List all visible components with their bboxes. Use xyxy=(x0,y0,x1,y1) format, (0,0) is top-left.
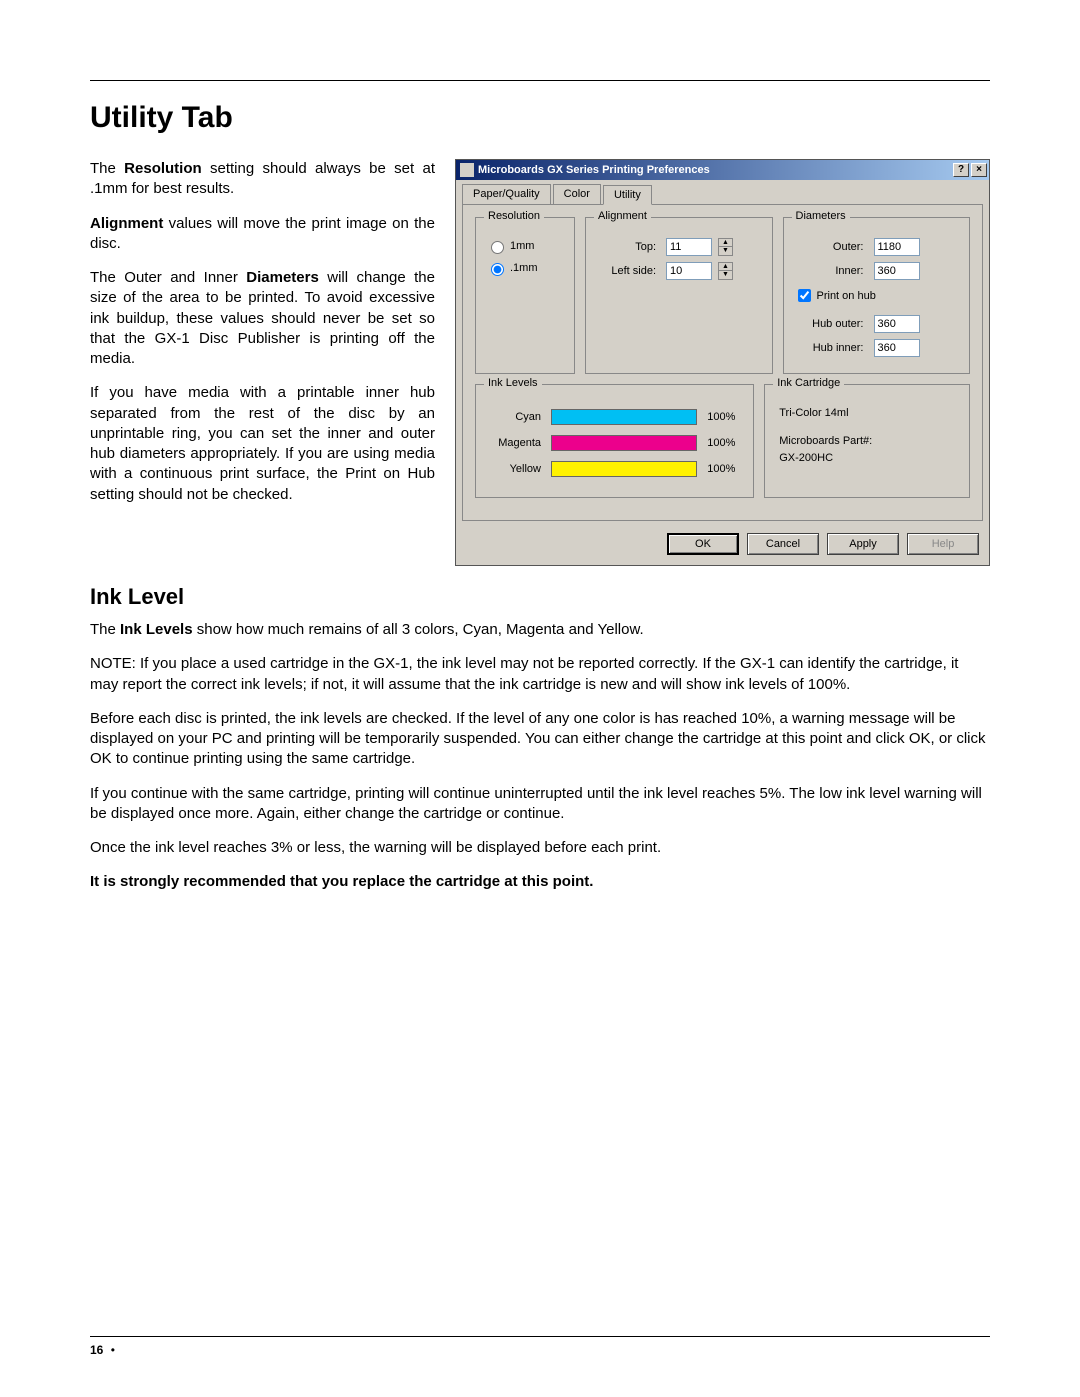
para-10pct: Before each disc is printed, the ink lev… xyxy=(90,709,990,770)
t: Resolution xyxy=(124,160,202,177)
group-ink-cartridge: Ink Cartridge Tri-Color 14ml Microboards… xyxy=(764,384,970,498)
para-hub: If you have media with a printable inner… xyxy=(90,383,435,505)
radio-1mm-label: 1mm xyxy=(510,240,534,252)
align-top-spinner[interactable]: ▲▼ xyxy=(718,238,733,256)
diam-outer-label: Outer: xyxy=(794,241,864,253)
para-alignment: Alignment values will move the print ima… xyxy=(90,214,435,255)
legend-ink-cartridge: Ink Cartridge xyxy=(773,377,844,389)
group-alignment: Alignment Top: ▲▼ Left side: ▲▼ xyxy=(585,217,773,374)
align-top-label: Top: xyxy=(596,241,656,253)
legend-alignment: Alignment xyxy=(594,210,651,222)
help-button[interactable]: Help xyxy=(907,533,979,555)
para-ink-levels: The Ink Levels show how much remains of … xyxy=(90,620,990,640)
group-diameters: Diameters Outer: Inner: Print on hub xyxy=(783,217,971,374)
para-recommend: It is strongly recommended that you repl… xyxy=(90,872,990,892)
diam-outer-input[interactable] xyxy=(874,238,920,256)
tab-color[interactable]: Color xyxy=(553,184,601,204)
t: The xyxy=(90,621,120,638)
apply-button[interactable]: Apply xyxy=(827,533,899,555)
ink-yellow-label: Yellow xyxy=(486,463,541,475)
left-text-column: The Resolution setting should always be … xyxy=(90,159,435,519)
dialog-button-row: OK Cancel Apply Help xyxy=(456,527,989,565)
diam-inner-label: Inner: xyxy=(794,265,864,277)
radio-point1mm-label: .1mm xyxy=(510,262,538,274)
ink-magenta-bar xyxy=(551,435,697,451)
para-diameters: The Outer and Inner Diameters will chang… xyxy=(90,268,435,369)
print-on-hub-checkbox[interactable] xyxy=(798,289,811,302)
tab-body: Resolution 1mm .1mm Alignment xyxy=(462,204,983,521)
t: Alignment xyxy=(90,215,163,232)
align-left-spinner[interactable]: ▲▼ xyxy=(718,262,733,280)
dialog-titlebar[interactable]: Microboards GX Series Printing Preferenc… xyxy=(456,160,989,180)
legend-resolution: Resolution xyxy=(484,210,544,222)
ink-cyan-bar xyxy=(551,409,697,425)
align-left-input[interactable] xyxy=(666,262,712,280)
t: The Outer and Inner xyxy=(90,269,246,286)
t: show how much remains of all 3 colors, C… xyxy=(193,621,644,638)
ink-magenta-label: Magenta xyxy=(486,437,541,449)
ink-cyan-label: Cyan xyxy=(486,411,541,423)
para-note: NOTE: If you place a used cartridge in t… xyxy=(90,654,990,695)
print-on-hub-label: Print on hub xyxy=(817,290,876,302)
ink-cyan-pct: 100% xyxy=(707,411,743,423)
t: The xyxy=(90,160,124,177)
group-resolution: Resolution 1mm .1mm xyxy=(475,217,575,374)
cancel-button[interactable]: Cancel xyxy=(747,533,819,555)
para-resolution: The Resolution setting should always be … xyxy=(90,159,435,200)
full-width-text: The Ink Levels show how much remains of … xyxy=(90,620,990,893)
group-ink-levels: Ink Levels Cyan 100% Magenta 100% Y xyxy=(475,384,754,498)
page-title: Utility Tab xyxy=(90,101,990,135)
preferences-dialog: Microboards GX Series Printing Preferenc… xyxy=(455,159,990,566)
t: Ink Levels xyxy=(120,621,193,638)
page-footer: 16 • xyxy=(90,1336,990,1357)
cartridge-line1: Tri-Color 14ml xyxy=(779,405,955,423)
para-3pct: Once the ink level reaches 3% or less, t… xyxy=(90,838,990,858)
app-icon xyxy=(460,163,474,177)
subhead-ink-level: Ink Level xyxy=(90,584,990,610)
t: Diameters xyxy=(246,269,319,286)
cartridge-line2: Microboards Part#: xyxy=(779,433,955,451)
radio-1mm[interactable] xyxy=(491,241,504,254)
dialog-title: Microboards GX Series Printing Preferenc… xyxy=(478,164,710,176)
tab-paper-quality[interactable]: Paper/Quality xyxy=(462,184,551,204)
align-left-label: Left side: xyxy=(596,265,656,277)
tab-utility[interactable]: Utility xyxy=(603,185,652,205)
ok-button[interactable]: OK xyxy=(667,533,739,555)
hub-outer-label: Hub outer: xyxy=(794,318,864,330)
page-number: 16 xyxy=(90,1343,103,1357)
legend-diameters: Diameters xyxy=(792,210,850,222)
help-icon[interactable]: ? xyxy=(953,163,969,177)
hub-inner-input[interactable] xyxy=(874,339,920,357)
ink-magenta-pct: 100% xyxy=(707,437,743,449)
para-5pct: If you continue with the same cartridge,… xyxy=(90,784,990,825)
hub-inner-label: Hub inner: xyxy=(794,342,864,354)
diam-inner-input[interactable] xyxy=(874,262,920,280)
cartridge-line3: GX-200HC xyxy=(779,450,955,468)
footer-bullet: • xyxy=(111,1343,115,1357)
radio-point1mm[interactable] xyxy=(491,263,504,276)
hub-outer-input[interactable] xyxy=(874,315,920,333)
tab-strip: Paper/Quality Color Utility xyxy=(456,180,989,204)
legend-ink-levels: Ink Levels xyxy=(484,377,542,389)
ink-yellow-pct: 100% xyxy=(707,463,743,475)
top-rule xyxy=(90,80,990,81)
close-icon[interactable]: × xyxy=(971,163,987,177)
align-top-input[interactable] xyxy=(666,238,712,256)
ink-yellow-bar xyxy=(551,461,697,477)
